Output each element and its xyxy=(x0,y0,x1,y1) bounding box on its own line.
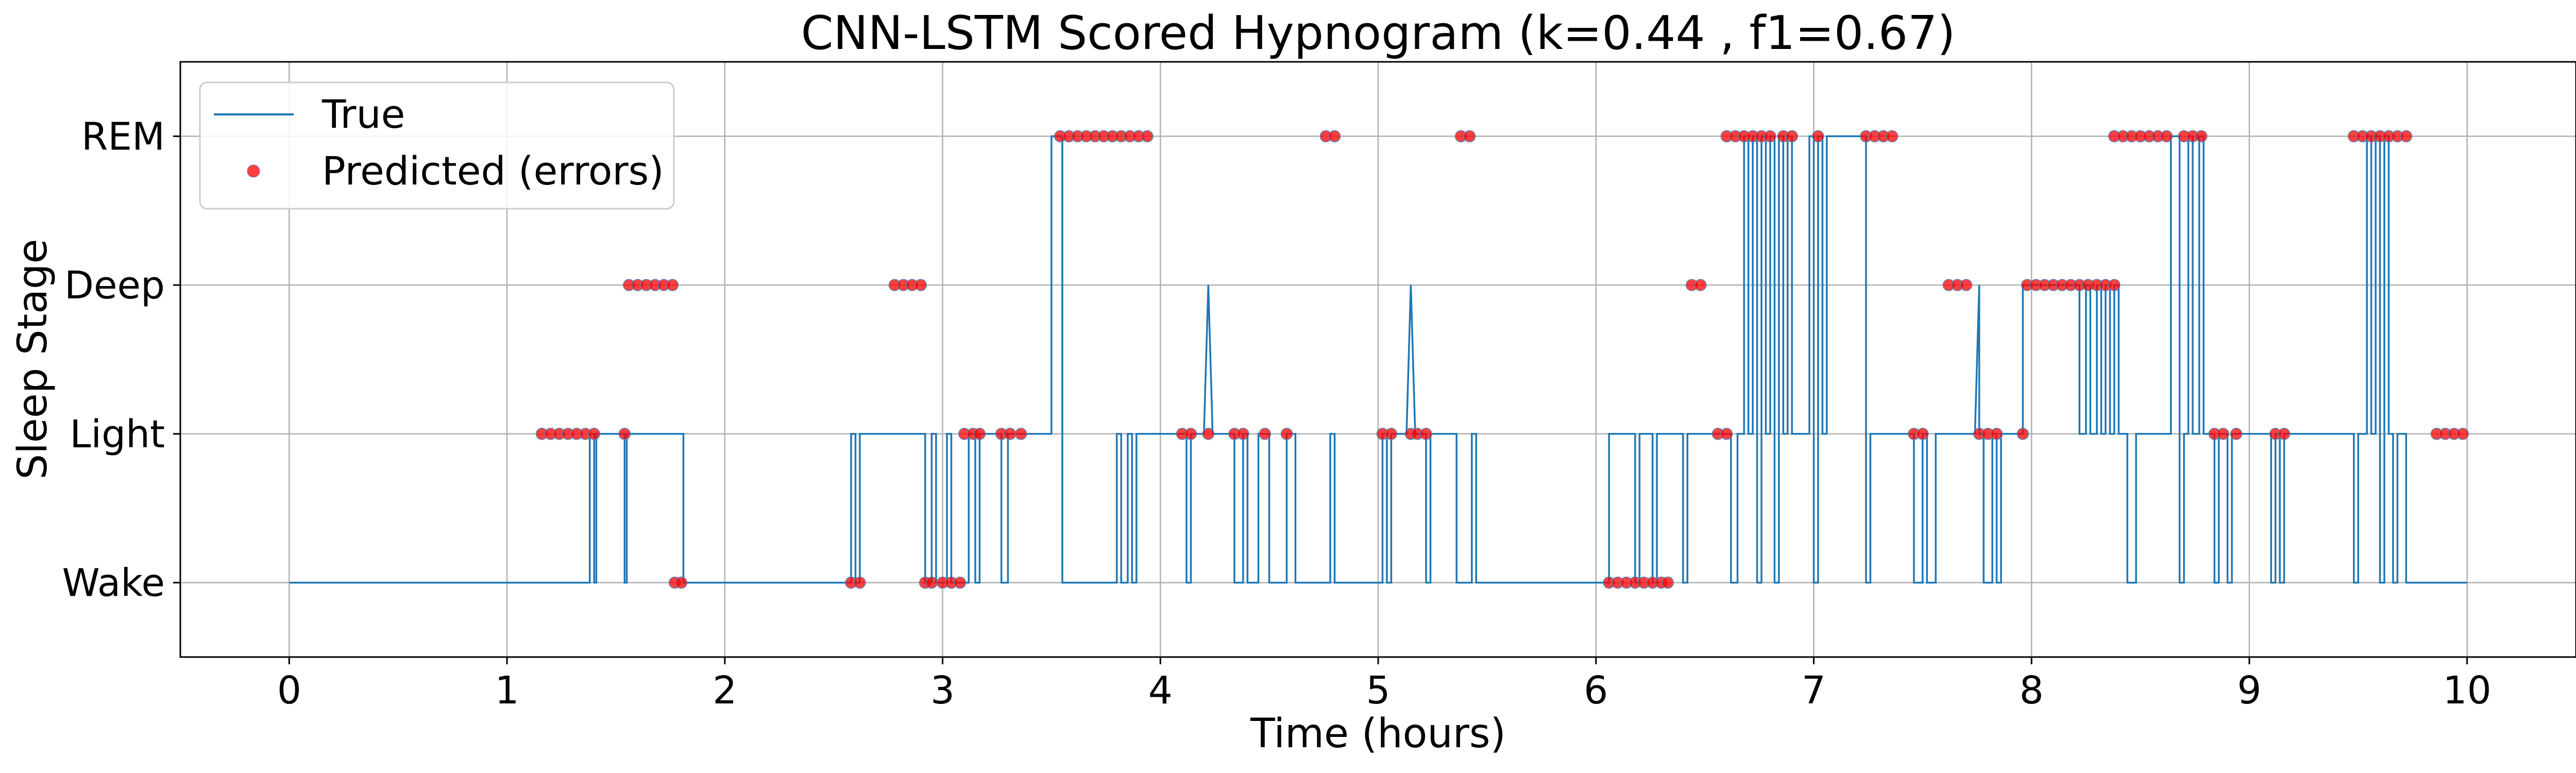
predicted-error-point xyxy=(914,279,927,291)
predicted-error-point xyxy=(1385,428,1398,440)
legend-predicted-swatch xyxy=(247,164,260,178)
predicted-error-point xyxy=(1420,428,1432,440)
predicted-error-point xyxy=(2108,279,2121,291)
x-tick-label: 5 xyxy=(1366,668,1390,713)
y-tick-label: REM xyxy=(81,114,165,159)
predicted-error-point xyxy=(1004,428,1016,440)
predicted-error-point xyxy=(1960,279,1973,291)
predicted-error-point xyxy=(2456,428,2469,440)
predicted-error-point xyxy=(1141,130,1154,143)
predicted-error-point xyxy=(1764,130,1776,143)
predicted-error-point xyxy=(2278,428,2291,440)
predicted-error-point xyxy=(1786,130,1798,143)
predicted-error-point xyxy=(1886,130,1899,143)
predicted-error-point xyxy=(2160,130,2173,143)
predicted-error-point xyxy=(1014,428,1027,440)
predicted-error-point xyxy=(618,428,631,440)
x-tick-label: 10 xyxy=(2443,668,2492,713)
x-tick-label: 0 xyxy=(277,668,301,713)
predicted-error-point xyxy=(1202,428,1215,440)
x-tick-label: 8 xyxy=(2020,668,2044,713)
x-tick-label: 1 xyxy=(495,668,519,713)
y-axis-label: Sleep Stage xyxy=(10,239,56,480)
predicted-error-point xyxy=(973,428,986,440)
predicted-error-point xyxy=(925,576,938,589)
predicted-error-point xyxy=(666,279,679,291)
x-axis-label: Time (hours) xyxy=(1250,711,1506,757)
x-tick-label: 3 xyxy=(930,668,955,713)
y-tick-label: Light xyxy=(70,412,165,457)
predicted-error-point xyxy=(1662,576,1674,589)
predicted-error-point xyxy=(2195,130,2208,143)
legend-box xyxy=(199,81,675,210)
chart-title: CNN-LSTM Scored Hypnogram (k=0.44 , f1=0… xyxy=(801,6,1956,60)
predicted-error-point xyxy=(1184,428,1197,440)
legend-true-label: True xyxy=(321,91,405,137)
x-tick-label: 2 xyxy=(713,668,737,713)
predicted-error-point xyxy=(954,576,967,589)
y-tick-label: Deep xyxy=(64,263,165,308)
predicted-error-point xyxy=(588,428,600,440)
predicted-error-point xyxy=(1259,428,1271,440)
predicted-error-point xyxy=(1463,130,1476,143)
legend-predicted-label: Predicted (errors) xyxy=(322,148,664,194)
predicted-error-point xyxy=(1280,428,1293,440)
legend: True Predicted (errors) xyxy=(199,81,675,210)
predicted-error-point xyxy=(1694,279,1707,291)
predicted-error-point xyxy=(1990,428,2003,440)
x-tick-label: 6 xyxy=(1584,668,1608,713)
predicted-error-point xyxy=(675,576,688,589)
x-tick-label: 4 xyxy=(1148,668,1173,713)
y-axis-ticks: Wake Light Deep REM xyxy=(62,114,180,606)
predicted-error-point xyxy=(2217,428,2229,440)
x-tick-label: 9 xyxy=(2237,668,2261,713)
x-axis-ticks: 0 1 2 3 4 5 6 7 8 9 10 xyxy=(277,657,2492,713)
predicted-error-point xyxy=(2230,428,2243,440)
predicted-error-point xyxy=(2016,428,2029,440)
y-tick-label: Wake xyxy=(62,561,165,606)
x-tick-label: 7 xyxy=(1802,668,1826,713)
predicted-errors-layer xyxy=(535,130,2469,589)
predicted-error-point xyxy=(1917,428,1929,440)
predicted-error-point xyxy=(1720,428,1733,440)
predicted-error-point xyxy=(1328,130,1341,143)
predicted-error-point xyxy=(2400,130,2413,143)
predicted-error-point xyxy=(1237,428,1249,440)
predicted-error-point xyxy=(1812,130,1824,143)
predicted-error-point xyxy=(854,576,866,589)
